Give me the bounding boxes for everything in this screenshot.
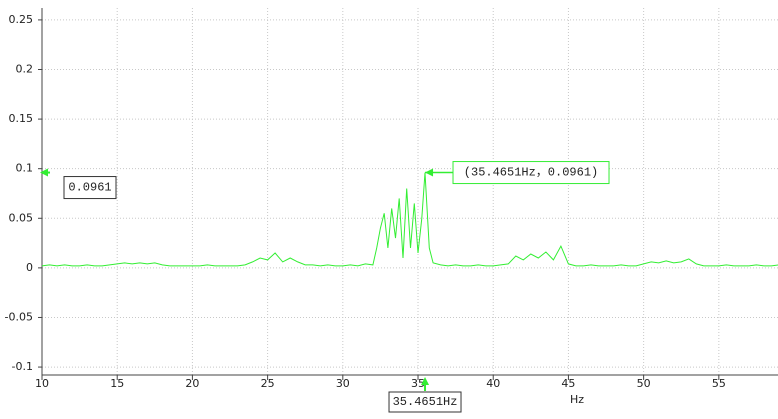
- y-tick-label: 0.15: [9, 112, 34, 125]
- x-tick-label: 30: [336, 377, 350, 390]
- cursor-x-box: [388, 391, 462, 413]
- x-tick-label: 10: [35, 377, 49, 390]
- cursor-x-arrowhead: [421, 377, 430, 385]
- x-tick-label: 35: [411, 377, 425, 390]
- cursor-y-label: 0.0961: [68, 181, 111, 195]
- cursor-x-label: 35.4651Hz: [393, 395, 458, 409]
- x-tick-label: 25: [261, 377, 275, 390]
- spectrum-line: [41, 172, 778, 267]
- y-tick-label: 0.2: [16, 62, 34, 75]
- cursor-y-box: [63, 176, 117, 200]
- x-tick-label: 50: [637, 377, 651, 390]
- y-tick-label: 0.05: [9, 211, 34, 224]
- y-tick-label: 0.1: [16, 162, 34, 175]
- x-tick-label: 20: [185, 377, 199, 390]
- y-tick-label: 0: [26, 261, 33, 274]
- x-tick-label: 40: [486, 377, 500, 390]
- cursor-point-label: (35.4651Hz，0.0961): [464, 166, 598, 180]
- y-tick-label: -0.1: [12, 360, 33, 373]
- cursor-point-arrowhead: [425, 168, 434, 177]
- y-tick-label: 0.25: [9, 13, 34, 26]
- x-tick-label: 45: [561, 377, 575, 390]
- cursor-point-box: [452, 161, 610, 185]
- cursor-y-arrowhead: [40, 168, 48, 177]
- x-tick-label: 15: [110, 377, 124, 390]
- x-tick-label: 55: [712, 377, 726, 390]
- x-axis-label: Hz: [570, 393, 584, 406]
- y-tick-label: -0.05: [5, 310, 33, 323]
